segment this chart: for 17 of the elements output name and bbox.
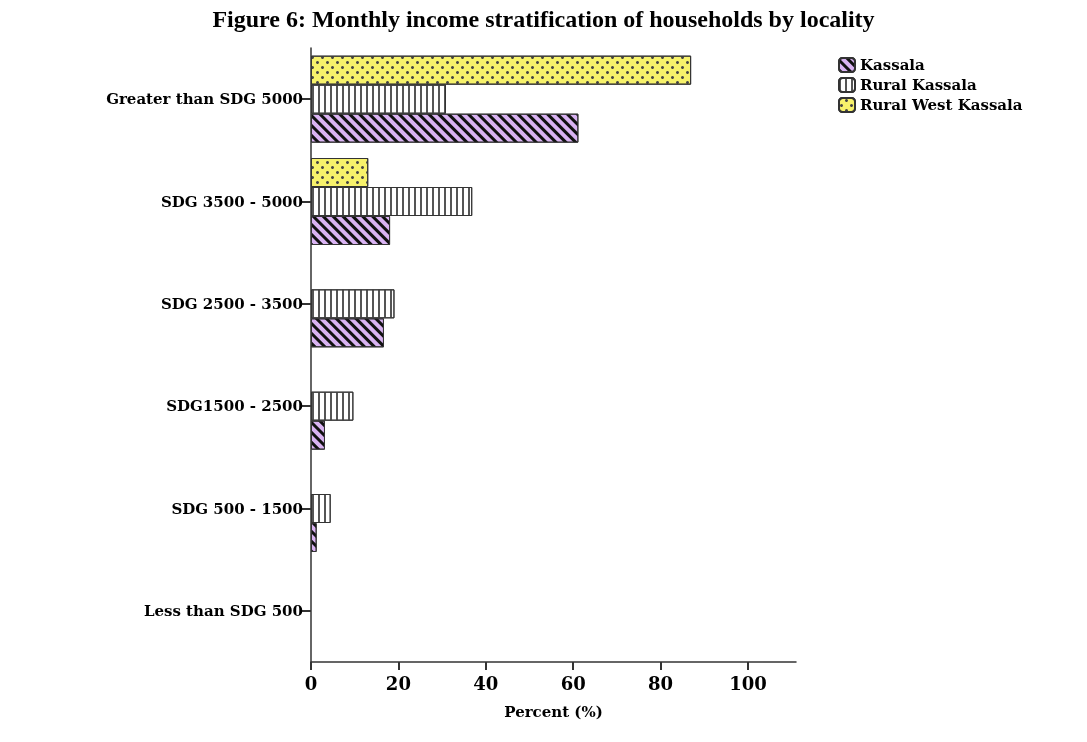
y-tick-label: SDG 500 - 1500 xyxy=(171,499,303,518)
x-tick-label: 60 xyxy=(560,672,586,694)
x-axis-title: Percent (%) xyxy=(504,702,603,721)
x-tick-label: 0 xyxy=(304,672,318,694)
x-tick-label: 80 xyxy=(648,672,674,694)
y-tick-label: SDG 2500 - 3500 xyxy=(160,294,303,313)
legend-label: Rural Kassala xyxy=(860,76,977,94)
y-tick-label: Greater than SDG 5000 xyxy=(106,90,303,109)
y-tick-label: SDG1500 - 2500 xyxy=(166,397,303,416)
chart-title: Figure 6: Monthly income stratification of households by locality xyxy=(212,6,875,32)
legend-label: Kassala xyxy=(860,56,926,74)
y-tick-label: Less than SDG 500 xyxy=(143,601,303,620)
x-tick-label: 100 xyxy=(729,672,767,694)
y-tick-label: SDG 3500 - 5000 xyxy=(160,192,303,211)
x-tick-label: 20 xyxy=(385,672,411,694)
legend-label: Rural West Kassala xyxy=(860,96,1023,114)
x-tick-label: 40 xyxy=(473,672,499,694)
